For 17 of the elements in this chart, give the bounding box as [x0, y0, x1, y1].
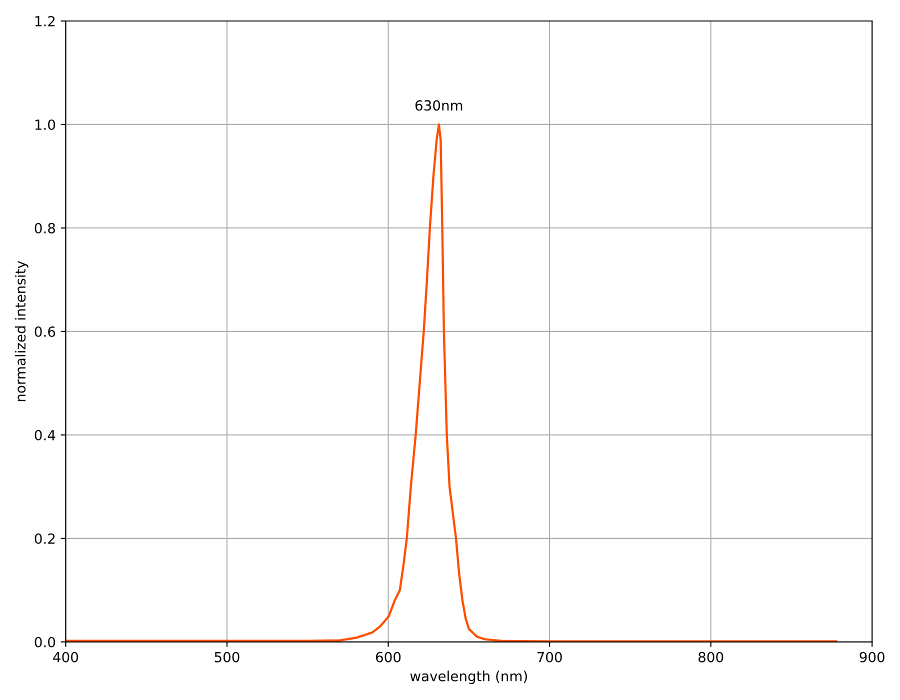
y-tick-label: 0.4: [34, 430, 56, 440]
annotation: 630nm: [415, 100, 462, 111]
y-axis-title: normalized intensity: [14, 260, 28, 402]
x-tick-label: 400: [53, 652, 78, 662]
y-tick-label: 0.2: [34, 533, 55, 544]
x-tick-label: 700: [537, 652, 562, 662]
y-tick-label: 0.6: [34, 326, 56, 337]
x-tick-label: 800: [698, 652, 724, 662]
y-tick-label: 0.8: [34, 222, 56, 234]
x-tick-label: 500: [214, 652, 240, 662]
x-tick-label: 600: [376, 652, 401, 662]
y-tick-label: 1.0: [35, 119, 56, 130]
x-tick-label: 900: [860, 652, 884, 662]
x-axis-title: wavelength (nm): [410, 670, 527, 684]
line-series: [66, 123, 838, 642]
y-tick-label: 0.0: [34, 636, 56, 648]
y-tick-label: 1.2: [35, 16, 55, 26]
